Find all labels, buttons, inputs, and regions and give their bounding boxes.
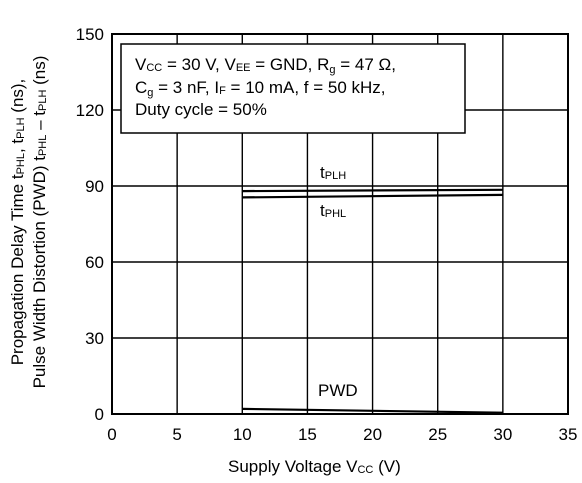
series-group [242,188,503,414]
series-label-tphl: tPHL [320,201,346,220]
x-tick-label-10: 10 [233,425,252,444]
series-line-pwd [242,407,503,414]
x-tick-label-5: 5 [172,425,181,444]
y-tick-label-150: 150 [76,25,104,44]
y-tick-label-90: 90 [85,177,104,196]
conditions-line-2: Cg = 3 nF, IF = 10 mA, f = 50 kHz, [135,78,386,99]
x-tick-label-20: 20 [363,425,382,444]
y-axis-label-line-2: Pulse Width Distortion (PWD) tPHL – tPLH… [30,56,49,389]
y-axis-label-line-1: Propagation Delay Time tPHL, tPLH (ns), [8,79,27,366]
conditions-box [120,43,466,134]
x-tick-label-25: 25 [428,425,447,444]
x-axis-label: Supply Voltage VCC (V) [228,457,401,476]
y-tick-label-30: 30 [85,329,104,348]
series-line-tphl [242,193,503,199]
plot-frame [111,33,569,415]
series-line-tplh [242,188,503,193]
x-tick-label-35: 35 [559,425,578,444]
conditions-line-3: Duty cycle = 50% [135,100,267,119]
y-tick-labels: 0 30 60 90 120 150 [76,25,104,424]
x-tick-label-30: 30 [493,425,512,444]
series-label-pwd: PWD [318,381,358,400]
conditions-line-1: VCC = 30 V, VEE = GND, Rg = 47 Ω, [135,55,396,76]
x-tick-labels: 0 5 10 15 20 25 30 35 [107,425,577,444]
y-tick-label-60: 60 [85,253,104,272]
x-tick-label-15: 15 [298,425,317,444]
y-tick-label-0: 0 [95,405,104,424]
series-label-tplh: tPLH [320,163,346,182]
x-tick-label-0: 0 [107,425,116,444]
y-tick-label-120: 120 [76,101,104,120]
